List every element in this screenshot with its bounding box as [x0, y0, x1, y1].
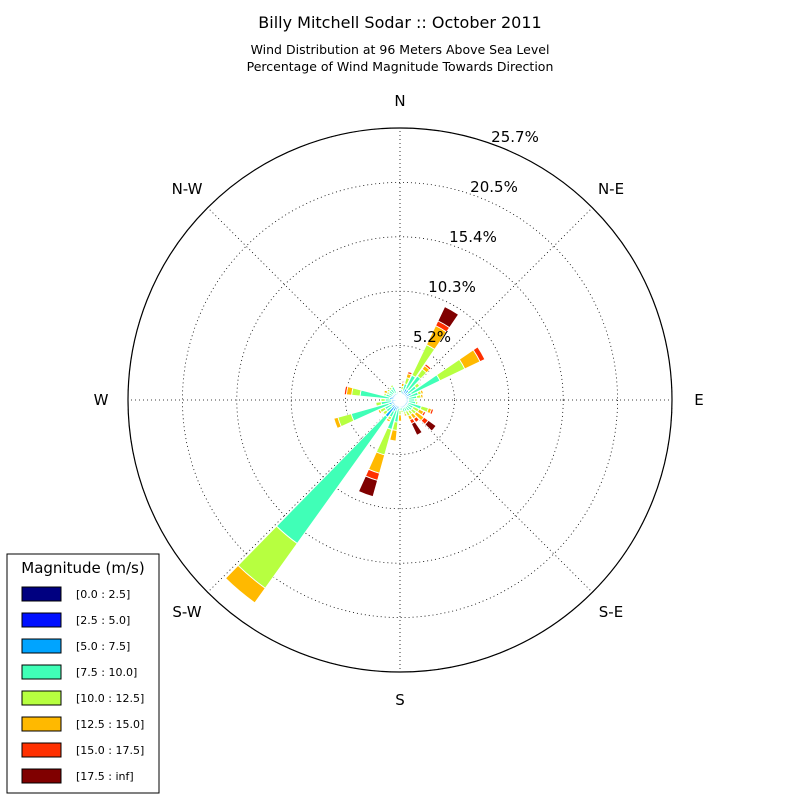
legend-label-4: [10.0 : 12.5] [76, 692, 144, 705]
direction-label-s: S [395, 691, 405, 709]
bar-segment-dir-250-bin-5 [333, 416, 342, 429]
radial-tick-label-3: 15.4% [449, 228, 497, 246]
legend-items: [0.0 : 2.5] [2.5 : 5.0] [5.0 : 7.5] [7.5 : … [21, 586, 144, 784]
bar-segment-dir-330-bin-4 [389, 384, 395, 389]
bar-segment-dir-20-bin-6 [406, 370, 413, 376]
radial-tick-label-2: 10.3% [428, 278, 476, 296]
legend-swatch-2 [21, 638, 62, 654]
direction-label-n: N [394, 92, 405, 110]
bar-segment-dir-190-bin-5 [389, 429, 398, 442]
polar-outer-ring [127, 127, 673, 673]
radial-tick-label-5: 25.7% [491, 128, 539, 146]
bar-segment-dir-60-bin-4 [436, 358, 466, 382]
bar-segment-dir-200-bin-7 [357, 475, 379, 498]
grid-ring-1 [345, 345, 455, 455]
legend-title: Magnitude (m/s) [21, 559, 144, 577]
bar-segment-dir-160-bin-5 [403, 412, 408, 417]
direction-label-s-w: S-W [172, 603, 201, 621]
bar-segment-dir-240-bin-5 [377, 408, 383, 415]
radial-tick-label-1: 5.2% [413, 328, 451, 346]
grid-ring-4 [182, 182, 618, 618]
legend-swatch-6 [21, 742, 62, 758]
bar-segment-dir-40-bin-6 [423, 363, 432, 371]
direction-label-e: E [694, 391, 703, 409]
bar-segment-dir-150-bin-7 [410, 421, 423, 436]
legend-swatch-7 [21, 768, 62, 784]
grid-spoke [207, 399, 401, 593]
direction-label-n-w: N-W [172, 180, 203, 198]
legend-label-6: [15.0 : 17.5] [76, 744, 144, 757]
bar-segment-dir-230-bin-5 [381, 411, 386, 417]
direction-label-w: W [94, 391, 109, 409]
radial-tick-labels: 5.2% 10.3% 15.4% 20.5% 25.7% [413, 128, 539, 346]
legend-swatch-5 [21, 716, 62, 732]
chart-subtitle-line-2: Percentage of Wind Magnitude Towards Dir… [247, 59, 554, 74]
bar-segment-dir-300-bin-5 [383, 389, 389, 395]
bar-segment-dir-270-bin-4 [380, 398, 386, 402]
bar-segment-dir-140-bin-6 [412, 415, 420, 423]
legend-swatch-0 [21, 586, 62, 602]
direction-labels: N N-E E S-E S S-W W N-W [94, 92, 704, 709]
chart-subtitle-line-1: Wind Distribution at 96 Meters Above Sea… [251, 42, 550, 57]
bar-segment-dir-210-bin-5 [385, 417, 392, 423]
bar-segment-dir-260-bin-4 [375, 401, 383, 407]
bar-segment-dir-130-bin-7 [424, 419, 437, 432]
bar-segment-dir-70-bin-5 [419, 389, 424, 395]
grid-spoke [399, 399, 593, 593]
grid-spoke [207, 207, 401, 401]
legend-label-2: [5.0 : 7.5] [76, 640, 130, 653]
bar-segment-dir-340-bin-3 [395, 391, 400, 396]
bar-segment-dir-10-bin-7 [401, 380, 406, 384]
wind-rose-bars [224, 305, 486, 604]
radial-tick-label-4: 20.5% [470, 178, 518, 196]
legend-label-3: [7.5 : 10.0] [76, 666, 137, 679]
legend-label-1: [2.5 : 5.0] [76, 614, 130, 627]
bar-segment-dir-170-bin-5 [400, 411, 404, 415]
chart-title: Billy Mitchell Sodar :: October 2011 [258, 13, 541, 32]
bar-segment-dir-90-bin-4 [414, 398, 418, 402]
legend-label-5: [12.5 : 15.0] [76, 718, 144, 731]
bar-segment-dir-60-bin-6 [472, 346, 486, 363]
direction-label-n-e: N-E [598, 180, 624, 198]
grid-spoke [399, 207, 593, 401]
bar-segment-dir-200-bin-4 [375, 427, 393, 456]
legend-label-0: [0.0 : 2.5] [76, 588, 130, 601]
polar-plot-area: N N-E E S-E S S-W W N-W 5.2% 10.3% 15.4% 20.5% 25.7… [94, 92, 704, 709]
bar-segment-dir-50-bin-6 [417, 380, 423, 386]
legend-swatch-1 [21, 612, 62, 628]
legend-label-7: [17.5 : inf] [76, 770, 134, 783]
legend-swatch-4 [21, 690, 62, 706]
legend-swatch-3 [21, 664, 62, 680]
bar-segment-dir-280-bin-6 [343, 385, 349, 396]
bar-segment-dir-110-bin-6 [429, 408, 435, 416]
bar-segment-dir-220-bin-5 [224, 564, 266, 604]
bar-segment-dir-350-bin-3 [397, 393, 401, 397]
direction-label-s-e: S-E [599, 603, 623, 621]
bar-segment-dir-120-bin-6 [421, 410, 427, 417]
grid-ring-3 [236, 236, 564, 564]
bar-segment-dir-80-bin-5 [419, 393, 424, 399]
bar-segment-dir-30-bin-7 [437, 305, 460, 329]
legend: Magnitude (m/s) [0.0 : 2.5] [2.5 : 5.0] [5… [6, 553, 160, 794]
